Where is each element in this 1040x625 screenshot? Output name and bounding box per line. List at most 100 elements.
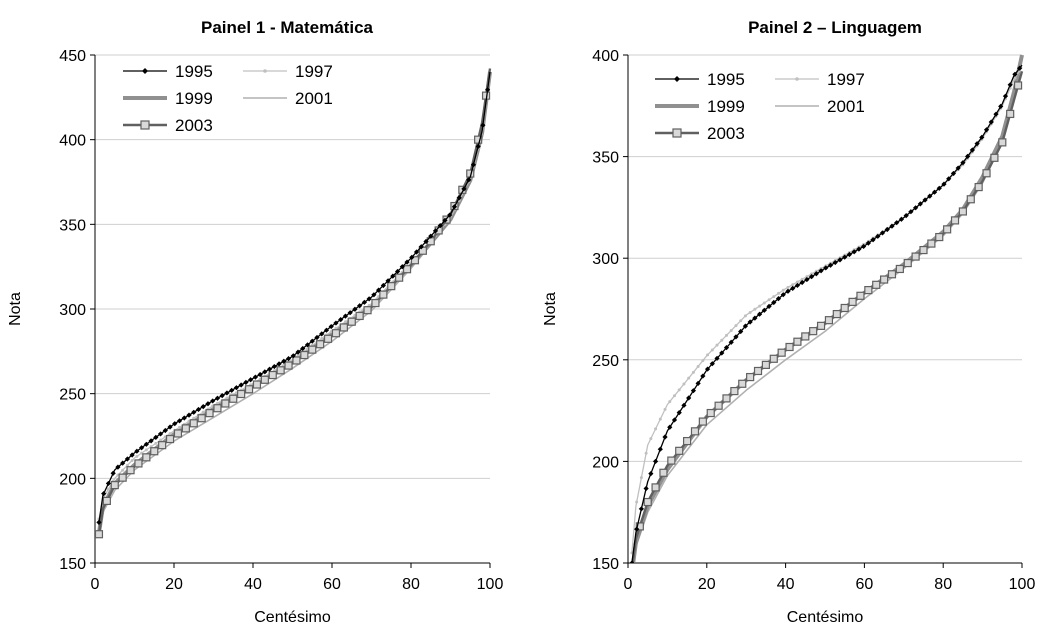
marker-2003 bbox=[402, 265, 412, 274]
legend-marker-1995 bbox=[674, 76, 680, 82]
marker-2003 bbox=[990, 153, 999, 162]
y-tick-label: 350 bbox=[592, 150, 619, 167]
marker-2003 bbox=[801, 332, 810, 341]
legend-marker-1995 bbox=[142, 68, 148, 74]
marker-2003 bbox=[363, 306, 372, 315]
marker-1997 bbox=[178, 425, 182, 429]
marker-1995 bbox=[205, 401, 211, 407]
marker-1997 bbox=[334, 326, 338, 330]
marker-2003 bbox=[935, 232, 944, 242]
legend-label-2001: 2001 bbox=[827, 97, 865, 116]
marker-2003 bbox=[651, 483, 660, 492]
marker-2003 bbox=[659, 468, 668, 477]
marker-1995 bbox=[695, 380, 701, 386]
legend-label-1999: 1999 bbox=[707, 97, 745, 116]
marker-1995 bbox=[148, 438, 154, 444]
marker-1995 bbox=[153, 434, 159, 440]
marker-1995 bbox=[955, 165, 961, 171]
marker-1997 bbox=[106, 487, 110, 491]
marker-2003 bbox=[698, 417, 707, 426]
marker-1997 bbox=[644, 451, 648, 455]
marker-1997 bbox=[677, 388, 681, 392]
marker-1995 bbox=[832, 259, 838, 266]
marker-2003 bbox=[323, 334, 333, 343]
marker-2003 bbox=[284, 361, 293, 370]
x-tick-label: 80 bbox=[402, 576, 420, 593]
marker-1997 bbox=[810, 272, 814, 276]
marker-1995 bbox=[1017, 65, 1023, 71]
x-tick-label: 20 bbox=[165, 576, 183, 593]
marker-2003 bbox=[331, 329, 341, 338]
marker-1995 bbox=[747, 319, 753, 325]
marker-2003 bbox=[690, 427, 700, 436]
chart-title: Painel 1 - Matemática bbox=[201, 18, 374, 37]
marker-1995 bbox=[634, 526, 640, 532]
marker-2003 bbox=[221, 399, 230, 408]
marker-1995 bbox=[195, 406, 202, 413]
marker-2003 bbox=[848, 297, 857, 306]
marker-1995 bbox=[714, 355, 720, 361]
legend-marker-2003 bbox=[672, 128, 682, 138]
marker-1995 bbox=[229, 387, 235, 393]
marker-1997 bbox=[791, 283, 795, 287]
marker-1995 bbox=[186, 412, 192, 418]
marker-1997 bbox=[706, 353, 710, 357]
marker-2003 bbox=[872, 280, 881, 289]
marker-2003 bbox=[879, 275, 889, 284]
y-tick-label: 250 bbox=[592, 353, 619, 370]
marker-1995 bbox=[629, 560, 635, 563]
marker-2003 bbox=[777, 348, 786, 357]
marker-1995 bbox=[979, 134, 985, 140]
marker-1997 bbox=[663, 407, 667, 411]
marker-1995 bbox=[652, 458, 659, 464]
plot-area bbox=[95, 68, 492, 539]
series-line-1997 bbox=[631, 66, 1023, 553]
marker-1995 bbox=[643, 485, 649, 492]
y-tick-label: 200 bbox=[592, 454, 619, 471]
marker-1995 bbox=[681, 402, 687, 408]
marker-1997 bbox=[215, 401, 219, 405]
y-tick-label: 200 bbox=[59, 471, 86, 488]
marker-1995 bbox=[638, 506, 644, 512]
marker-1995 bbox=[785, 288, 791, 294]
marker-2003 bbox=[966, 195, 975, 204]
marker-2003 bbox=[339, 323, 348, 332]
marker-1995 bbox=[879, 230, 886, 236]
marker-1995 bbox=[376, 287, 382, 293]
marker-1995 bbox=[799, 279, 805, 286]
marker-1995 bbox=[723, 345, 730, 351]
marker-1995 bbox=[908, 209, 914, 215]
marker-1995 bbox=[181, 415, 187, 421]
marker-1995 bbox=[903, 213, 909, 219]
y-axis-label: Nota bbox=[7, 292, 24, 326]
marker-1995 bbox=[676, 410, 682, 416]
marker-1997 bbox=[743, 314, 747, 318]
marker-2003 bbox=[958, 207, 968, 216]
marker-1995 bbox=[771, 299, 777, 306]
marker-1995 bbox=[1007, 82, 1013, 88]
marker-1995 bbox=[775, 295, 782, 302]
marker-2003 bbox=[197, 414, 206, 423]
marker-2003 bbox=[746, 372, 755, 382]
marker-2003 bbox=[816, 321, 826, 330]
marker-1995 bbox=[451, 204, 458, 210]
marker-1997 bbox=[649, 437, 653, 441]
legend-label-1999: 1999 bbox=[175, 89, 213, 108]
marker-1995 bbox=[827, 262, 834, 268]
marker-1997 bbox=[672, 394, 676, 398]
marker-2003 bbox=[1013, 81, 1023, 90]
marker-1995 bbox=[342, 313, 349, 319]
marker-1997 bbox=[786, 285, 790, 289]
marker-1995 bbox=[257, 371, 263, 378]
legend-marker-1997 bbox=[263, 69, 267, 73]
x-tick-label: 100 bbox=[1009, 576, 1036, 593]
marker-1995 bbox=[884, 226, 890, 233]
marker-1997 bbox=[130, 458, 134, 462]
x-tick-label: 20 bbox=[698, 576, 716, 593]
marker-2003 bbox=[110, 481, 119, 490]
marker-1995 bbox=[941, 181, 947, 187]
marker-2003 bbox=[761, 360, 771, 369]
marker-1995 bbox=[124, 456, 130, 462]
marker-2003 bbox=[118, 473, 127, 482]
